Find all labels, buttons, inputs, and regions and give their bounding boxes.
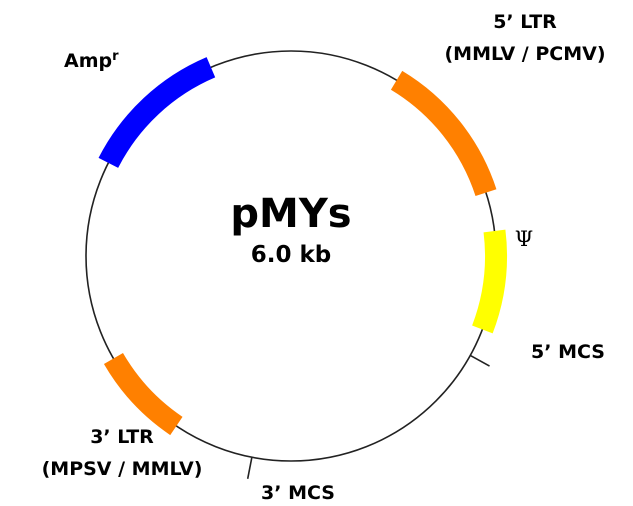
plasmid-name: pMYs (230, 191, 351, 237)
label-3-ltr-line1: 3’ LTR (90, 426, 154, 448)
site-tick-5-mcs (469, 354, 490, 367)
feature-arc-psi (472, 229, 507, 334)
feature-arc-ampr (98, 57, 216, 169)
label-ampr-main: Amp (64, 50, 112, 72)
label-5-mcs: 5’ MCS (531, 341, 605, 363)
label-ampr: Ampr (64, 49, 119, 72)
label-3-ltr-line2: (MPSV / MMLV) (42, 458, 203, 480)
label-ampr-sup: r (112, 49, 119, 64)
feature-arc-3-ltr (103, 352, 183, 436)
label-5-ltr-line1: 5’ LTR (493, 11, 557, 33)
site-tick-3-mcs (246, 457, 253, 479)
label-psi: Ψ (515, 227, 533, 251)
feature-arc-5-ltr (390, 70, 497, 197)
plasmid-size: 6.0 kb (251, 242, 332, 268)
label-5-ltr-line2: (MMLV / PCMV) (444, 43, 605, 65)
label-3-mcs: 3’ MCS (261, 482, 335, 504)
